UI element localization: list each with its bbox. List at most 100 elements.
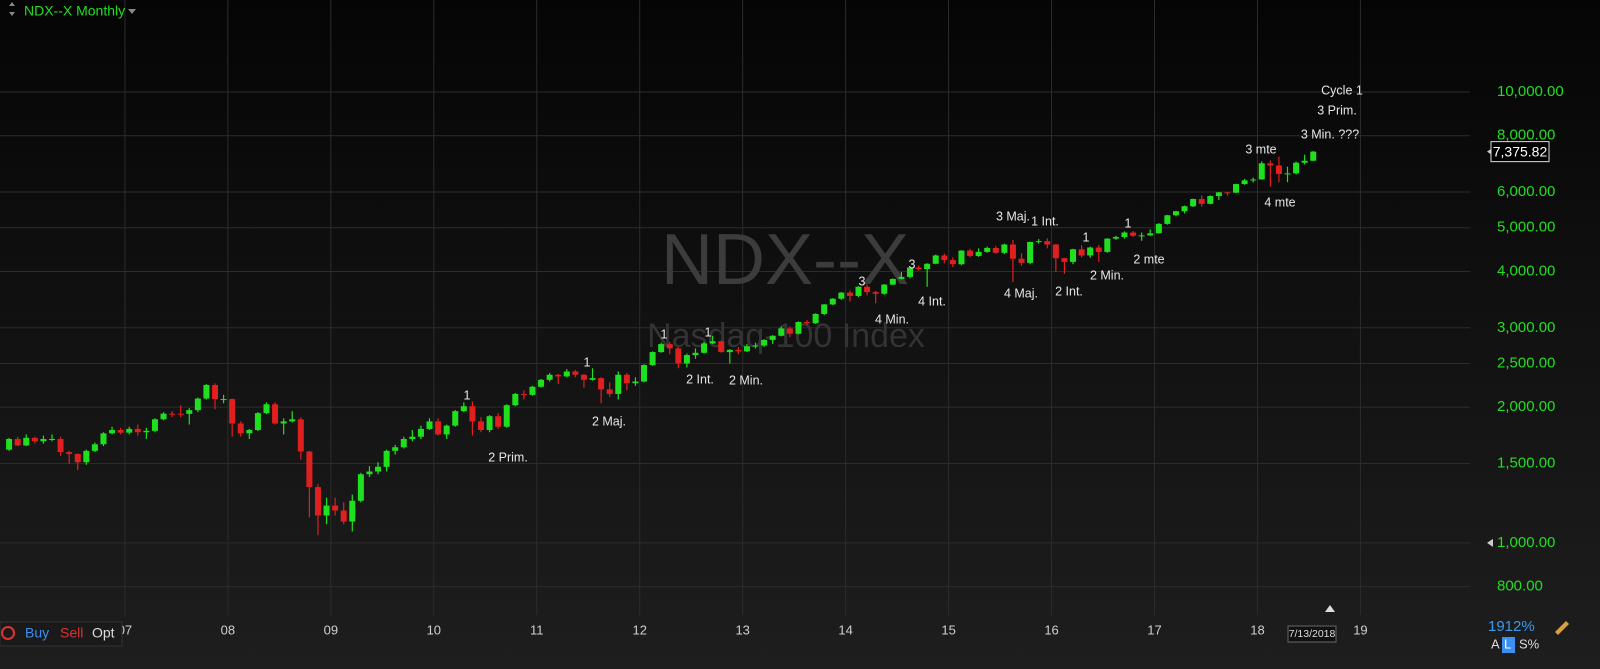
candle-body [1027, 241, 1034, 263]
x-tick-label: 19 [1353, 622, 1367, 637]
wave-label: 1 [661, 327, 668, 341]
y-tick-label: 10,000.00 [1497, 83, 1564, 100]
candle-body [786, 328, 793, 334]
zoom-level[interactable]: 1912% [1488, 618, 1535, 635]
candle-body [1121, 232, 1128, 237]
buy-button[interactable]: Buy [25, 625, 49, 641]
candle-body [769, 335, 776, 340]
auto-scale[interactable]: A [1491, 636, 1500, 651]
sort-icon[interactable] [9, 2, 15, 16]
draw-tool[interactable] [1555, 621, 1569, 635]
candle-body [743, 346, 750, 352]
date-label: 7/13/2018 [1289, 628, 1336, 640]
wave-label: 2 mte [1133, 252, 1164, 266]
candle-body [752, 345, 759, 347]
candle-body [1215, 192, 1222, 197]
candle-body [821, 304, 828, 314]
candle-body [915, 267, 922, 270]
candle-body [975, 251, 982, 256]
candle-body [409, 436, 416, 440]
trade-icon[interactable] [1, 626, 15, 640]
candle-body [992, 247, 999, 253]
candle-body [580, 374, 587, 380]
candle-body [666, 344, 673, 349]
candle-body [237, 423, 244, 434]
wave-label: 3 [859, 274, 866, 288]
wave-label: 3 Prim. [1317, 103, 1357, 117]
candle-body [349, 500, 356, 522]
x-tick-label: 12 [632, 622, 646, 637]
percent-scale[interactable]: S% [1519, 636, 1540, 651]
candle-body [194, 398, 201, 411]
candle-body [1087, 247, 1094, 256]
candle-body [160, 413, 167, 420]
candle-body [417, 428, 424, 437]
candle-body [1052, 244, 1059, 259]
candle-body [606, 389, 613, 394]
last-price-box [1490, 141, 1550, 163]
x-tick-label: 16 [1044, 622, 1058, 637]
candle-body [735, 349, 742, 352]
candle-body [1147, 233, 1154, 236]
trade-bar [0, 621, 123, 647]
candle-body [1138, 235, 1145, 237]
candle-body [452, 411, 459, 426]
candle-body [967, 250, 974, 256]
scroll-marker[interactable] [1325, 605, 1335, 612]
y-tick-label: 800.00 [1497, 578, 1543, 595]
candle-body [31, 437, 38, 442]
x-tick-label: 13 [735, 622, 749, 637]
candle-body [392, 447, 399, 451]
candle-body [1172, 211, 1179, 216]
candle-body [117, 429, 124, 433]
candle-body [1130, 232, 1137, 236]
candle-body [512, 393, 519, 406]
y-tick-label: 2,000.00 [1497, 398, 1555, 415]
candle-body [203, 384, 210, 399]
candle-body [435, 421, 442, 435]
wave-label: 1 Int. [1031, 214, 1059, 228]
y-tick-label: 3,000.00 [1497, 319, 1555, 336]
candle-body [272, 404, 279, 424]
candle-body [864, 286, 871, 293]
candle-body [906, 267, 913, 277]
wave-label: 3 Maj. [996, 209, 1030, 223]
x-tick-label: 17 [1147, 622, 1161, 637]
candle-body [924, 263, 931, 270]
candle-body [212, 384, 219, 400]
candle-body [795, 321, 802, 334]
wave-label: 1 [1125, 216, 1132, 230]
candle-body [100, 433, 107, 445]
candle-body [143, 430, 150, 433]
candle-body [109, 429, 116, 434]
candle-body [623, 374, 630, 384]
candle-body [1293, 162, 1300, 174]
candle-body [898, 276, 905, 279]
x-tick-label: 11 [530, 622, 544, 637]
candle-body [563, 371, 570, 377]
opt-button[interactable]: Opt [92, 625, 115, 641]
candle-body [6, 439, 13, 450]
candle-body [57, 439, 64, 453]
sell-button[interactable]: Sell [60, 625, 83, 641]
candle-body [855, 286, 862, 296]
wave-label: 3 Min. ??? [1301, 127, 1359, 141]
candle-body [1155, 223, 1162, 234]
candle-body [1310, 151, 1317, 161]
wave-label: 4 mte [1264, 195, 1295, 209]
candle-body [486, 416, 493, 430]
log-scale[interactable]: L [1504, 636, 1511, 651]
candle-body [83, 450, 90, 463]
candle-body [1095, 247, 1102, 252]
wave-label: 4 Min. [875, 312, 909, 326]
candle-body [1207, 196, 1214, 204]
y-tick-label: 1,000.00 [1497, 534, 1555, 551]
candle-body [134, 428, 141, 433]
wave-label: Cycle 1 [1321, 83, 1363, 97]
candle-body [529, 386, 536, 395]
title-dropdown[interactable] [128, 9, 136, 14]
candle-body [538, 379, 545, 387]
chart-title[interactable]: NDX--X Monthly [24, 3, 125, 19]
log-scale-box[interactable] [1502, 637, 1515, 653]
candle-body [460, 406, 467, 412]
